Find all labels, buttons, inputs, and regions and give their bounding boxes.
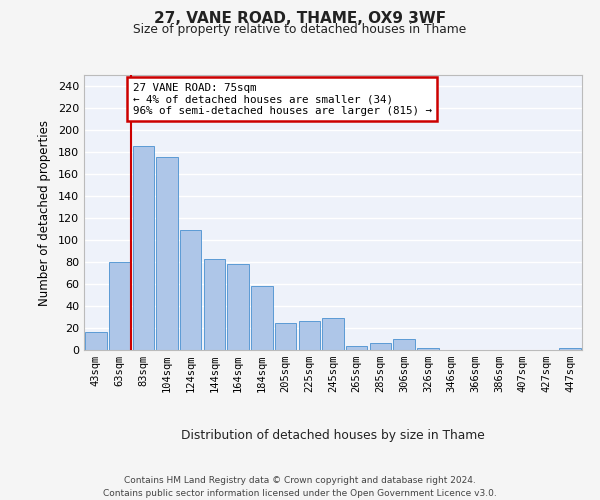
- Text: 27 VANE ROAD: 75sqm
← 4% of detached houses are smaller (34)
96% of semi-detache: 27 VANE ROAD: 75sqm ← 4% of detached hou…: [133, 82, 431, 116]
- Bar: [559, 348, 581, 350]
- Bar: [85, 332, 107, 350]
- Text: Contains HM Land Registry data © Crown copyright and database right 2024.
Contai: Contains HM Land Registry data © Crown c…: [103, 476, 497, 498]
- Text: Size of property relative to detached houses in Thame: Size of property relative to detached ho…: [133, 22, 467, 36]
- Bar: [204, 258, 225, 350]
- Bar: [180, 230, 202, 350]
- Bar: [394, 339, 415, 350]
- Bar: [346, 346, 367, 350]
- Bar: [275, 322, 296, 350]
- Bar: [370, 344, 391, 350]
- Bar: [157, 158, 178, 350]
- Bar: [109, 262, 130, 350]
- Bar: [251, 286, 272, 350]
- Bar: [322, 318, 344, 350]
- Bar: [417, 348, 439, 350]
- Bar: [299, 322, 320, 350]
- Text: Distribution of detached houses by size in Thame: Distribution of detached houses by size …: [181, 430, 485, 442]
- Y-axis label: Number of detached properties: Number of detached properties: [38, 120, 51, 306]
- Bar: [133, 146, 154, 350]
- Bar: [227, 264, 249, 350]
- Text: 27, VANE ROAD, THAME, OX9 3WF: 27, VANE ROAD, THAME, OX9 3WF: [154, 11, 446, 26]
